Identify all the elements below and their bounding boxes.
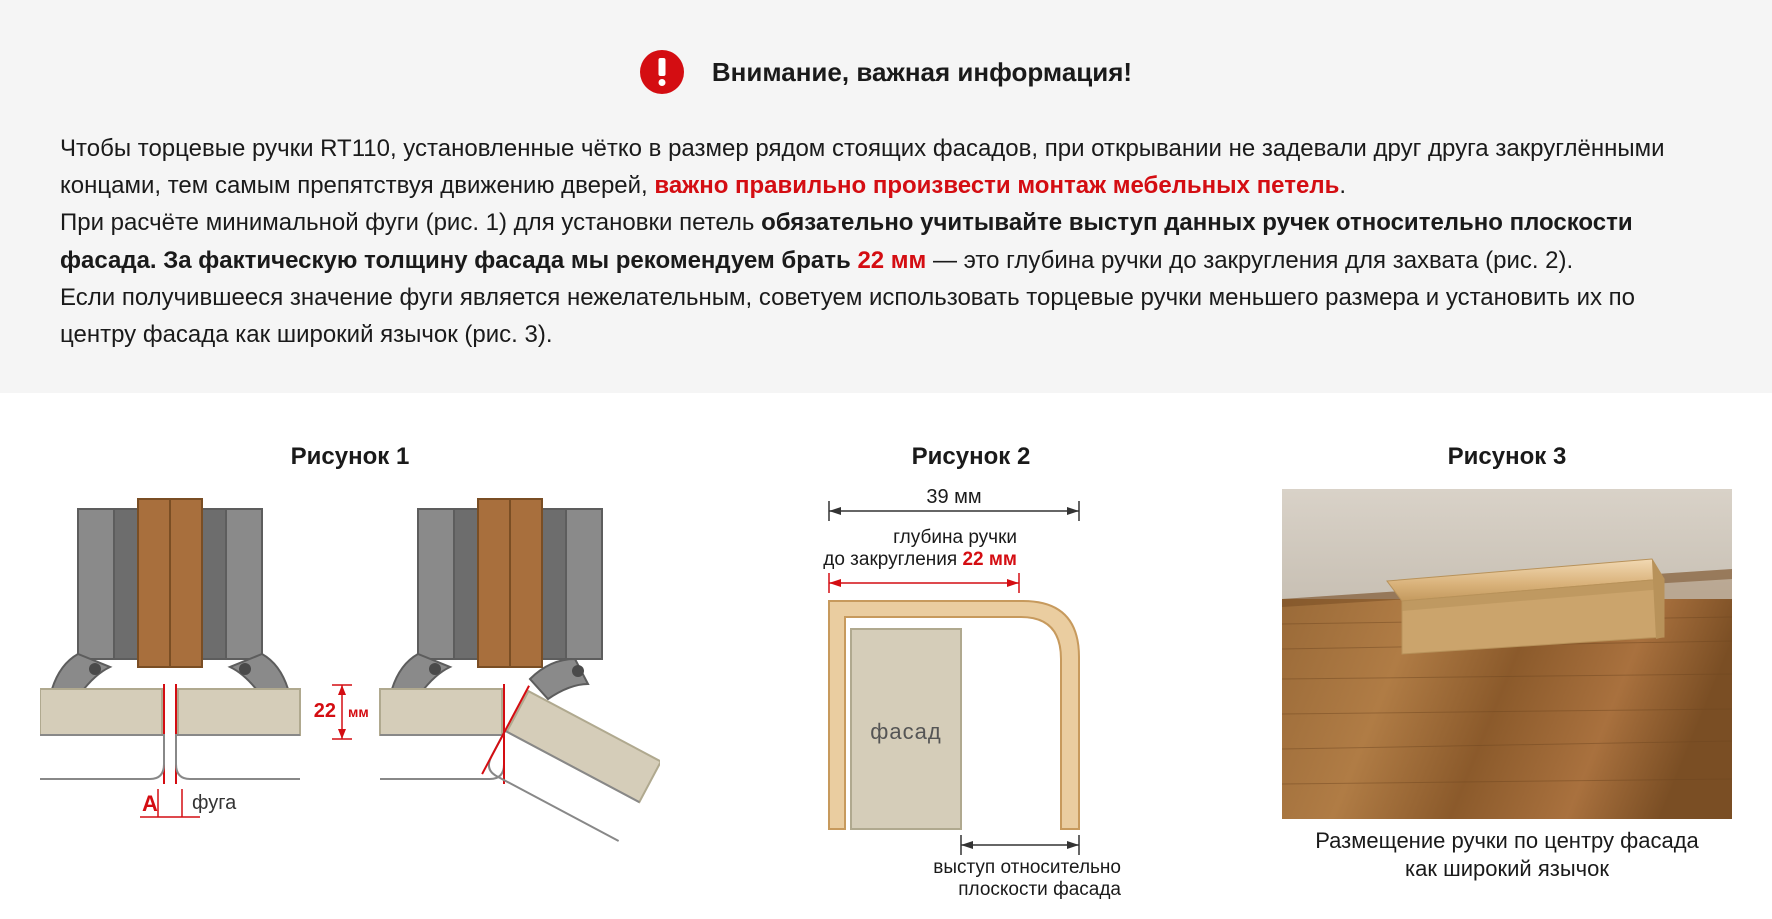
fig1-22-value: 22 — [314, 700, 336, 722]
figure-3-render — [1282, 489, 1732, 819]
notice-paragraph-3: Если получившееся значение фуги является… — [60, 279, 1712, 353]
notice-box: Внимание, важная информация! Чтобы торце… — [0, 0, 1772, 393]
fig2-39mm: 39 мм — [926, 489, 981, 508]
text-span: — это глубина ручки до закругления для з… — [926, 247, 1573, 274]
figure-2-title: Рисунок 2 — [801, 443, 1141, 471]
fig1-22-unit: мм — [348, 704, 369, 720]
fig3-caption-line1: Размещение ручки по центру фасада — [1315, 828, 1699, 853]
notice-header: Внимание, важная информация! — [60, 50, 1712, 94]
figure-3: Рисунок 3 — [1282, 443, 1732, 899]
figure-2: Рисунок 2 39 мм глубина ручки до закругл… — [801, 443, 1141, 899]
figure-1-diagram: А фуга 22 мм — [40, 489, 660, 859]
fig1-a-label: А — [142, 791, 158, 816]
text-span-emphasis: важно правильно произвести монтаж мебель… — [654, 172, 1339, 199]
figure-1: Рисунок 1 — [40, 443, 660, 899]
figures-row: Рисунок 1 — [0, 393, 1772, 919]
figure-2-diagram: 39 мм глубина ручки до закругления 22 мм… — [801, 489, 1131, 899]
notice-paragraph-1: Чтобы торцевые ручки RT110, установленны… — [60, 130, 1712, 204]
notice-paragraph-2: При расчёте минимальной фуги (рис. 1) дл… — [60, 204, 1712, 278]
fig2-depth-b: до закругления 22 мм — [823, 549, 1017, 570]
fig1-fuga-label: фуга — [192, 792, 237, 814]
alert-icon — [640, 50, 684, 94]
text-span: При расчёте минимальной фуги (рис. 1) дл… — [60, 209, 761, 236]
fig2-bottom-b: плоскости фасада — [958, 879, 1121, 899]
figure-3-title: Рисунок 3 — [1282, 443, 1732, 471]
fig3-caption-line2: как широкий язычок — [1405, 856, 1609, 881]
notice-title: Внимание, важная информация! — [712, 57, 1132, 88]
text-span-emphasis: 22 мм — [857, 247, 926, 274]
fig2-bottom-a: выступ относительно — [933, 857, 1121, 878]
text-span: . — [1339, 172, 1346, 199]
figure-3-caption: Размещение ручки по центру фасада как ши… — [1282, 827, 1732, 882]
fig2-facade-label: фасад — [870, 719, 941, 744]
figure-1-title: Рисунок 1 — [40, 443, 660, 471]
fig2-depth-a: глубина ручки — [893, 527, 1017, 548]
notice-body: Чтобы торцевые ручки RT110, установленны… — [60, 130, 1712, 353]
